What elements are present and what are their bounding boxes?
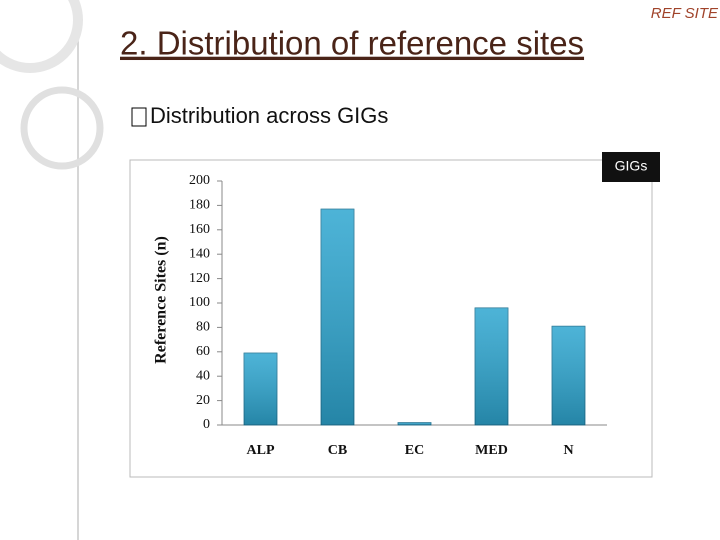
y-tick-label: 160	[189, 222, 210, 237]
y-axis-label: Reference Sites (n)	[153, 236, 170, 364]
bar-shade	[475, 307, 508, 425]
bullet-text: Distribution across GIGs	[150, 103, 388, 128]
y-tick-label: 100	[189, 295, 210, 310]
x-tick-label: N	[563, 443, 573, 458]
x-tick-label: ALP	[247, 443, 275, 458]
y-tick-label: 200	[189, 173, 210, 188]
decor-circle	[0, 0, 83, 73]
bullet-glyph	[131, 107, 147, 127]
header: REF SITE	[651, 5, 719, 22]
x-tick-label: MED	[475, 443, 508, 458]
y-tick-label: 80	[196, 320, 210, 335]
bar-shade	[244, 353, 277, 425]
slide-title: 2. Distribution of reference sites	[120, 25, 584, 62]
y-tick-label: 180	[189, 198, 210, 213]
y-tick-label: 140	[189, 246, 210, 261]
y-tick-label: 40	[196, 368, 210, 383]
chart-title: GIGs	[615, 158, 648, 174]
y-tick-label: 20	[196, 393, 210, 408]
bar-shade	[321, 209, 354, 425]
y-tick-label: 0	[203, 417, 210, 432]
decor-circle	[20, 86, 104, 170]
y-tick-label: 120	[189, 271, 210, 286]
x-tick-label: CB	[328, 443, 347, 458]
y-tick-label: 60	[196, 344, 210, 359]
title-box	[602, 152, 660, 182]
bar-shade	[552, 326, 585, 425]
bar-shade	[398, 422, 431, 425]
x-tick-label: EC	[405, 443, 424, 458]
